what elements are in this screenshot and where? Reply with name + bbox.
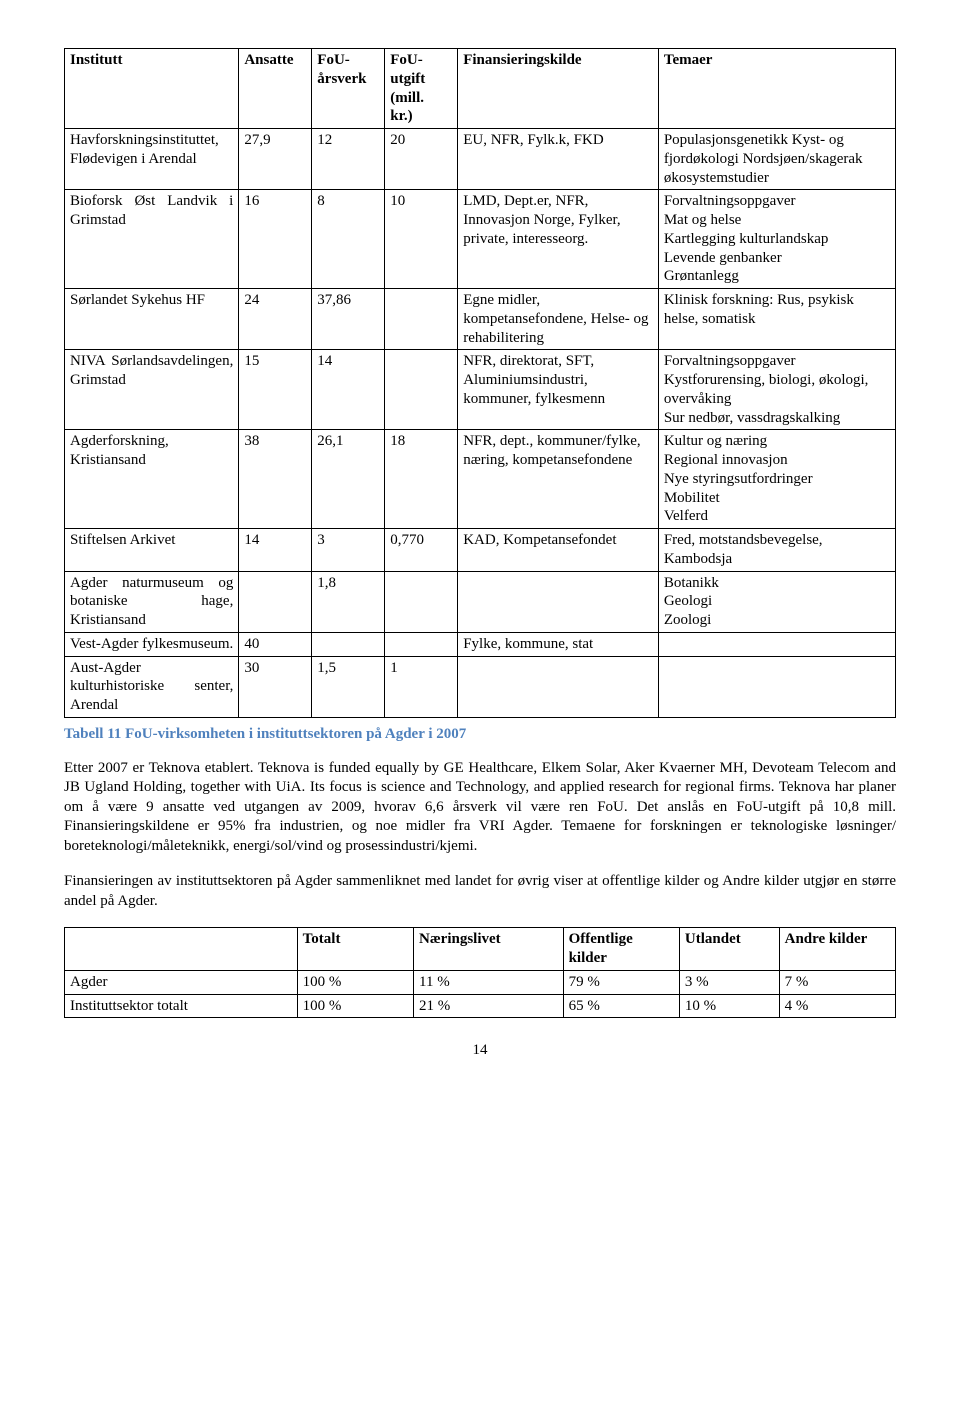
table-cell: 38 xyxy=(239,430,312,529)
table-cell: Kultur og næring Regional innovasjon Nye… xyxy=(658,430,895,529)
table-cell: Fred, motstandsbevegelse, Kambodsja xyxy=(658,529,895,572)
table-cell: 100 % xyxy=(297,994,413,1018)
table-cell: Instituttsektor totalt xyxy=(65,994,298,1018)
table-row: Agderforskning, Kristiansand3826,118NFR,… xyxy=(65,430,896,529)
table-cell: 8 xyxy=(312,190,385,289)
table-cell: Havforskningsinstituttet, Flødevigen i A… xyxy=(65,129,239,190)
t2-h5: Andre kilder xyxy=(779,928,895,971)
table-cell: Agder naturmuseum og botaniske hage, Kri… xyxy=(65,571,239,632)
table-cell: 10 % xyxy=(679,994,779,1018)
table-row: Sørlandet Sykehus HF2437,86 Egne midler, … xyxy=(65,289,896,350)
table-cell: NFR, dept., kommuner/fylke, næring, komp… xyxy=(458,430,659,529)
table-cell: 100 % xyxy=(297,970,413,994)
table1-caption: Tabell 11 FoU-virksomheten i instituttse… xyxy=(64,726,896,743)
table-cell: 14 xyxy=(312,350,385,430)
table2-header-row: Totalt Næringslivet Offentlige kilder Ut… xyxy=(65,928,896,971)
paragraph-2: Finansieringen av instituttsektoren på A… xyxy=(64,872,896,911)
table-cell xyxy=(458,571,659,632)
table-cell: 18 xyxy=(385,430,458,529)
table-cell: 7 % xyxy=(779,970,895,994)
table-row: Havforskningsinstituttet, Flødevigen i A… xyxy=(65,129,896,190)
table-cell: Forvaltningsoppgaver Mat og helse Kartle… xyxy=(658,190,895,289)
table-cell: 27,9 xyxy=(239,129,312,190)
table-cell: 4 % xyxy=(779,994,895,1018)
table-cell: 11 % xyxy=(414,970,564,994)
table-cell: NFR, direktorat, SFT, Aluminiumsindustri… xyxy=(458,350,659,430)
table-cell: 10 xyxy=(385,190,458,289)
table-header-row: Institutt Ansatte FoU- årsverk FoU- utgi… xyxy=(65,49,896,129)
page-number: 14 xyxy=(64,1042,896,1059)
table-cell: 12 xyxy=(312,129,385,190)
table-cell: 3 xyxy=(312,529,385,572)
t2-h4: Utlandet xyxy=(679,928,779,971)
th-temaer: Temaer xyxy=(658,49,895,129)
finansiering-table: Totalt Næringslivet Offentlige kilder Ut… xyxy=(64,927,896,1018)
table-cell: 1,8 xyxy=(312,571,385,632)
table-cell xyxy=(312,632,385,656)
table-row: Agder naturmuseum og botaniske hage, Kri… xyxy=(65,571,896,632)
table-cell xyxy=(385,632,458,656)
table-cell: Botanikk Geologi Zoologi xyxy=(658,571,895,632)
table-cell: Forvaltningsoppgaver Kystforurensing, bi… xyxy=(658,350,895,430)
table-cell: Sørlandet Sykehus HF xyxy=(65,289,239,350)
table-cell: 14 xyxy=(239,529,312,572)
table-cell xyxy=(385,350,458,430)
table-cell: 40 xyxy=(239,632,312,656)
table-cell xyxy=(385,571,458,632)
th-institutt: Institutt xyxy=(65,49,239,129)
table-cell: Populasjonsgenetikk Kyst- og fjordøkolog… xyxy=(658,129,895,190)
table-cell: LMD, Dept.er, NFR, Innovasjon Norge, Fyl… xyxy=(458,190,659,289)
table-cell xyxy=(385,289,458,350)
paragraph-1: Etter 2007 er Teknova etablert. Teknova … xyxy=(64,759,896,857)
table-cell xyxy=(458,656,659,717)
table-cell: Stiftelsen Arkivet xyxy=(65,529,239,572)
table-row: Stiftelsen Arkivet1430,770KAD, Kompetans… xyxy=(65,529,896,572)
table-cell: 30 xyxy=(239,656,312,717)
table-cell: 0,770 xyxy=(385,529,458,572)
table-cell: Klinisk forskning: Rus, psykisk helse, s… xyxy=(658,289,895,350)
table-cell: 1,5 xyxy=(312,656,385,717)
table-cell: 26,1 xyxy=(312,430,385,529)
table-row: NIVA Sørlandsavdelingen, Grimstad1514 NFR… xyxy=(65,350,896,430)
t2-h1: Totalt xyxy=(297,928,413,971)
t2-h3: Offentlige kilder xyxy=(563,928,679,971)
table-cell: EU, NFR, Fylk.k, FKD xyxy=(458,129,659,190)
institutt-table: Institutt Ansatte FoU- årsverk FoU- utgi… xyxy=(64,48,896,718)
th-finansiering: Finansieringskilde xyxy=(458,49,659,129)
table-row: Vest-Agder fylkesmuseum.40 Fylke, kommune… xyxy=(65,632,896,656)
table-cell: 21 % xyxy=(414,994,564,1018)
table-cell: 65 % xyxy=(563,994,679,1018)
table-row: Instituttsektor totalt100 %21 %65 %10 %4… xyxy=(65,994,896,1018)
table-cell: NIVA Sørlandsavdelingen, Grimstad xyxy=(65,350,239,430)
table-cell: Egne midler, kompetansefondene, Helse- o… xyxy=(458,289,659,350)
table-cell: Agder xyxy=(65,970,298,994)
table-cell: 79 % xyxy=(563,970,679,994)
table-cell: Bioforsk Øst Landvik i Grimstad xyxy=(65,190,239,289)
table-cell: 37,86 xyxy=(312,289,385,350)
table-cell xyxy=(658,632,895,656)
th-ansatte: Ansatte xyxy=(239,49,312,129)
table-cell: Aust-Agder kulturhistoriske senter, Aren… xyxy=(65,656,239,717)
table-cell: 3 % xyxy=(679,970,779,994)
table-cell: Agderforskning, Kristiansand xyxy=(65,430,239,529)
table-cell: 16 xyxy=(239,190,312,289)
table-cell xyxy=(239,571,312,632)
table-cell: 24 xyxy=(239,289,312,350)
table-cell: Vest-Agder fylkesmuseum. xyxy=(65,632,239,656)
table-cell: 1 xyxy=(385,656,458,717)
t2-h2: Næringslivet xyxy=(414,928,564,971)
table-row: Bioforsk Øst Landvik i Grimstad16810LMD,… xyxy=(65,190,896,289)
table-row: Agder100 %11 %79 %3 %7 % xyxy=(65,970,896,994)
table-cell: 20 xyxy=(385,129,458,190)
th-fou-arsverk: FoU- årsverk xyxy=(312,49,385,129)
table-cell xyxy=(658,656,895,717)
table-cell: Fylke, kommune, stat xyxy=(458,632,659,656)
t2-h0 xyxy=(65,928,298,971)
table-row: Aust-Agder kulturhistoriske senter, Aren… xyxy=(65,656,896,717)
table-cell: KAD, Kompetansefondet xyxy=(458,529,659,572)
th-fou-utgift: FoU- utgift (mill. kr.) xyxy=(385,49,458,129)
table-cell: 15 xyxy=(239,350,312,430)
